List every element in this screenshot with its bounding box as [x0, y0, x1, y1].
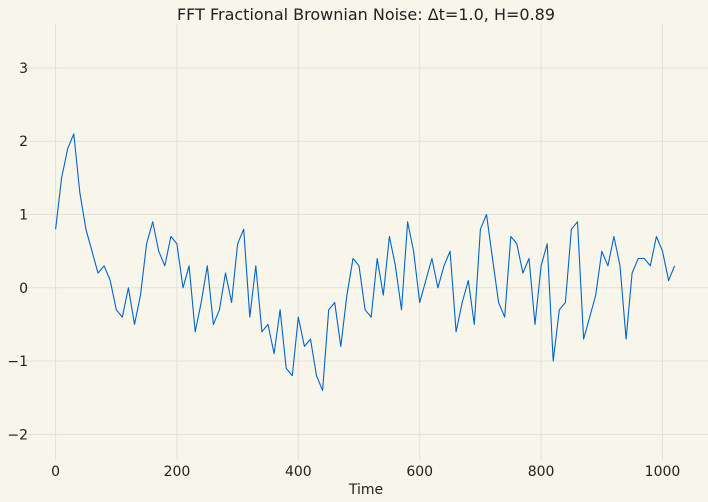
x-tick-label: 800	[528, 464, 555, 480]
x-tick-label: 600	[406, 464, 433, 480]
y-tick-label: 2	[19, 134, 28, 150]
y-tick-label: 3	[19, 61, 28, 77]
y-tick-label: −2	[7, 427, 28, 443]
tick-layer: 0 200 400 600 800 1000 −2 −1 0 1 2 3	[7, 61, 680, 480]
y-tick-label: 0	[19, 281, 28, 297]
x-tick-label: 1000	[645, 464, 681, 480]
x-tick-label: 0	[51, 464, 60, 480]
chart-title: FFT Fractional Brownian Noise: Δt=1.0, H…	[177, 5, 555, 24]
x-axis-title: Time	[348, 482, 383, 498]
x-tick-label: 200	[164, 464, 191, 480]
series-line-0	[55, 133, 676, 391]
x-tick-label: 400	[285, 464, 312, 480]
series-layer	[55, 133, 676, 391]
y-tick-label: 1	[19, 208, 28, 224]
y-tick-label: −1	[7, 354, 28, 370]
grid-layer	[24, 24, 708, 460]
